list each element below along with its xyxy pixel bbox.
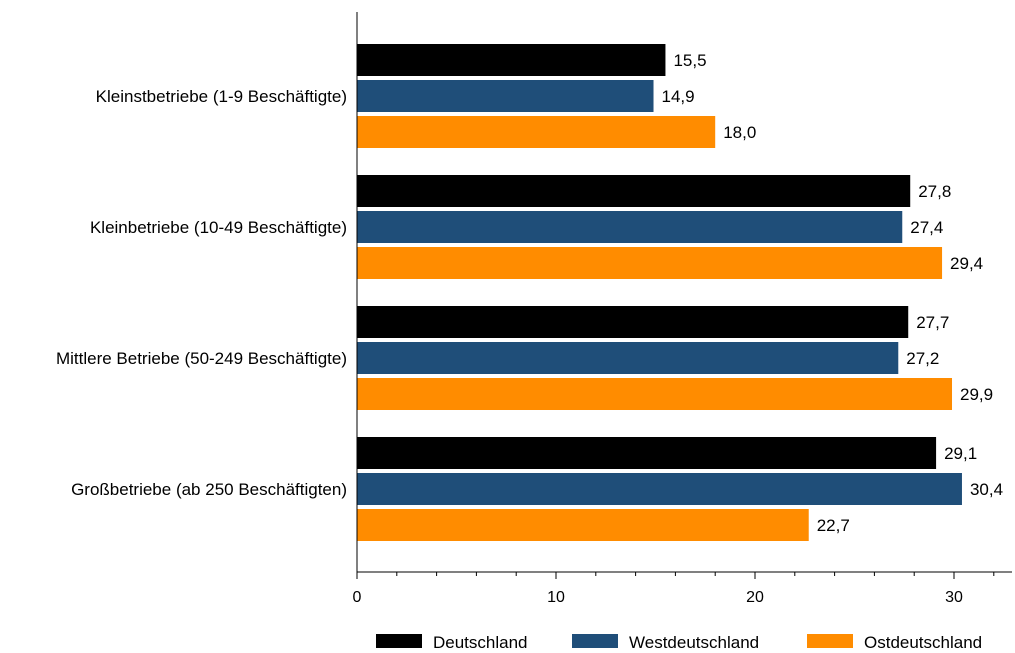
data-label: 29,1 bbox=[944, 444, 977, 463]
x-tick-label: 20 bbox=[746, 589, 764, 606]
category-label: Großbetriebe (ab 250 Beschäftigten) bbox=[71, 480, 347, 499]
data-label: 27,2 bbox=[906, 349, 939, 368]
legend-label: Westdeutschland bbox=[629, 633, 759, 652]
bar bbox=[357, 306, 909, 338]
bar bbox=[357, 247, 943, 279]
data-label: 18,0 bbox=[723, 123, 756, 142]
data-label: 30,4 bbox=[970, 480, 1003, 499]
data-label: 14,9 bbox=[662, 87, 695, 106]
category-label: Kleinbetriebe (10-49 Beschäftigte) bbox=[90, 218, 347, 237]
data-label: 27,4 bbox=[910, 218, 943, 237]
bar bbox=[357, 378, 953, 410]
data-label: 15,5 bbox=[673, 51, 706, 70]
bar bbox=[357, 473, 962, 505]
bar bbox=[357, 211, 903, 243]
bar bbox=[357, 437, 937, 469]
data-label: 29,4 bbox=[950, 254, 983, 273]
x-tick-label: 30 bbox=[945, 589, 963, 606]
category-label: Mittlere Betriebe (50-249 Beschäftigte) bbox=[56, 349, 347, 368]
x-tick-label: 10 bbox=[547, 589, 565, 606]
legend-label: Deutschland bbox=[433, 633, 528, 652]
data-label: 29,9 bbox=[960, 385, 993, 404]
legend-swatch bbox=[807, 634, 853, 648]
x-tick-label: 0 bbox=[353, 589, 362, 606]
legend-swatch bbox=[376, 634, 422, 648]
bar bbox=[357, 509, 809, 541]
data-label: 22,7 bbox=[817, 516, 850, 535]
bar bbox=[357, 44, 666, 76]
category-label: Kleinstbetriebe (1-9 Beschäftigte) bbox=[96, 87, 347, 106]
legend-swatch bbox=[572, 634, 618, 648]
bar bbox=[357, 116, 716, 148]
bar bbox=[357, 175, 911, 207]
legend-label: Ostdeutschland bbox=[864, 633, 982, 652]
bar bbox=[357, 80, 654, 112]
data-label: 27,8 bbox=[918, 182, 951, 201]
bar bbox=[357, 342, 899, 374]
data-label: 27,7 bbox=[916, 313, 949, 332]
